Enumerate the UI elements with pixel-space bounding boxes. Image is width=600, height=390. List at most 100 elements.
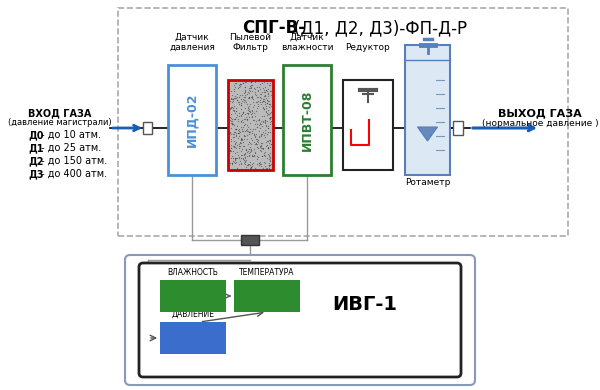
Point	[240, 89, 250, 95]
Point	[254, 87, 263, 94]
Point	[229, 86, 239, 92]
Point	[245, 126, 254, 132]
Point	[253, 117, 263, 123]
Point	[232, 112, 242, 118]
Point	[250, 89, 260, 95]
Point	[265, 154, 275, 161]
Point	[244, 106, 254, 113]
Point	[230, 83, 239, 90]
Point	[230, 155, 240, 161]
Point	[226, 147, 235, 153]
Point	[240, 165, 250, 172]
Point	[240, 121, 250, 127]
Point	[244, 161, 253, 168]
Point	[264, 82, 274, 89]
Point	[239, 160, 249, 167]
Point	[246, 147, 256, 153]
Point	[248, 108, 257, 114]
Point	[256, 133, 266, 139]
Point	[261, 139, 271, 145]
Point	[250, 141, 260, 147]
Point	[236, 135, 246, 142]
Point	[259, 85, 268, 92]
Point	[225, 98, 235, 105]
Point	[250, 121, 260, 127]
Point	[248, 117, 258, 123]
Point	[266, 115, 275, 122]
Point	[267, 136, 277, 143]
Point	[262, 95, 271, 101]
Point	[234, 99, 244, 105]
Point	[230, 154, 240, 161]
Point	[263, 80, 272, 86]
Point	[251, 140, 261, 146]
Point	[254, 128, 264, 134]
Point	[254, 134, 264, 140]
Point	[226, 145, 235, 151]
Point	[265, 137, 274, 144]
Point	[235, 155, 244, 161]
Point	[243, 105, 253, 111]
Point	[233, 116, 243, 122]
Point	[254, 88, 263, 94]
Point	[241, 127, 251, 133]
Point	[245, 94, 254, 100]
Point	[254, 160, 264, 166]
Point	[259, 78, 269, 85]
Point	[231, 133, 241, 139]
Point	[224, 150, 234, 156]
Point	[264, 163, 274, 169]
Point	[244, 153, 254, 160]
Point	[256, 148, 266, 154]
Point	[244, 161, 254, 167]
Point	[252, 99, 262, 105]
Point	[228, 147, 238, 154]
Point	[238, 80, 248, 86]
Point	[237, 117, 247, 124]
Point	[229, 158, 238, 165]
Point	[232, 113, 241, 120]
Point	[245, 140, 255, 146]
Point	[226, 131, 236, 137]
Text: ИВГ-1: ИВГ-1	[332, 296, 398, 314]
Point	[230, 115, 239, 122]
Point	[257, 145, 267, 151]
Point	[259, 87, 269, 93]
Point	[258, 105, 268, 111]
Point	[255, 144, 265, 150]
Text: Ротаметр: Ротаметр	[405, 178, 450, 187]
Point	[225, 114, 235, 121]
Point	[248, 126, 258, 132]
Point	[241, 79, 250, 85]
Point	[236, 102, 245, 108]
Point	[231, 108, 241, 114]
Point	[228, 98, 238, 104]
Point	[236, 152, 245, 159]
Point	[263, 90, 272, 97]
Point	[261, 87, 271, 93]
Point	[250, 149, 259, 155]
Point	[241, 146, 250, 152]
Point	[242, 116, 251, 122]
Point	[235, 113, 244, 120]
Point	[227, 92, 237, 98]
Text: Д3: Д3	[28, 169, 44, 179]
Point	[236, 100, 245, 106]
Point	[244, 140, 253, 147]
Point	[266, 141, 276, 147]
Text: ИПД-02: ИПД-02	[185, 93, 199, 147]
Point	[262, 142, 272, 148]
Point	[242, 116, 251, 122]
Point	[264, 136, 274, 143]
Point	[244, 89, 253, 96]
Point	[251, 108, 260, 115]
Point	[263, 124, 273, 131]
Point	[257, 89, 267, 95]
Point	[253, 137, 263, 144]
Point	[243, 128, 253, 134]
Point	[224, 143, 234, 149]
Point	[235, 92, 244, 98]
Point	[241, 150, 250, 156]
Point	[266, 78, 275, 84]
Point	[244, 145, 254, 152]
